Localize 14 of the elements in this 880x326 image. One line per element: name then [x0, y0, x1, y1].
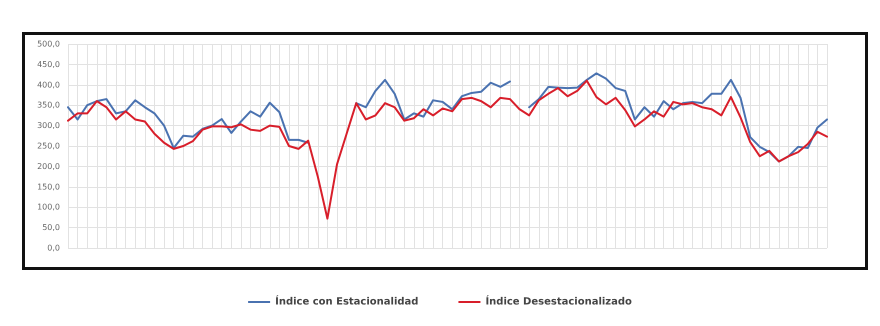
y-tick-label: 500,0	[37, 40, 60, 48]
y-tick-label: 100,0	[37, 202, 60, 212]
legend-label: Índice con Estacionalidad	[275, 294, 418, 308]
y-tick-label: 400,0	[37, 80, 60, 90]
y-tick-label: 300,0	[37, 121, 60, 130]
y-tick-label: 350,0	[37, 100, 60, 110]
y-tick-label: 250,0	[37, 142, 60, 150]
y-tick-label: 150,0	[37, 182, 60, 192]
y-tick-label: 0,0	[47, 244, 60, 252]
y-tick-label: 50,0	[42, 223, 60, 232]
line-series	[67, 80, 828, 220]
legend-label: Índice Desestacionalizado	[485, 294, 632, 308]
y-tick-label: 450,0	[37, 60, 60, 69]
y-tick-label: 200,0	[37, 162, 60, 171]
